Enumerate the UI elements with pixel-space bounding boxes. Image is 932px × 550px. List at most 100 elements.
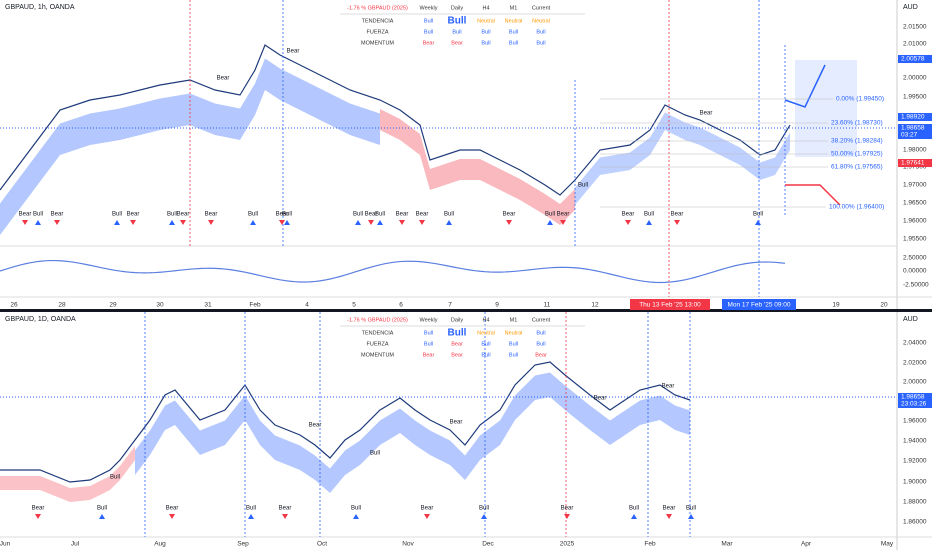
table-cell: Neutral: [477, 330, 495, 336]
osc-label: 0.00000: [903, 268, 927, 275]
date-label: Feb: [644, 541, 656, 548]
table-header: H4: [482, 5, 489, 11]
price-label: 1.98000: [903, 147, 927, 154]
signal-arrow: [755, 220, 761, 225]
signal-label: Bear: [557, 212, 570, 218]
date-label: Jul: [71, 541, 80, 548]
date-label: May: [881, 541, 894, 548]
fib-label: 50.00% (1.97925): [831, 151, 883, 158]
price-label: 1.95500: [903, 236, 927, 243]
table-header: Current: [532, 5, 551, 11]
table-cell: Neutral: [505, 18, 523, 24]
table-cell: Bull: [481, 352, 490, 358]
table-header: Current: [532, 317, 551, 323]
signal-label: Bull: [351, 506, 361, 512]
fib-label: 100.00% (1.96400): [829, 204, 884, 211]
signal-label: Bull: [545, 212, 555, 218]
signal-arrow: [248, 514, 254, 519]
table-cell: Bear: [451, 352, 463, 358]
price-badge-label: 1.98658: [901, 394, 925, 401]
price-label: 1.90000: [903, 479, 927, 486]
chart-tag: Bear: [217, 76, 230, 82]
signal-label: Bull: [375, 212, 385, 218]
fib-label: 61.80% (1.97565): [831, 164, 883, 171]
date-marker-label: Mon 17 Feb '25 09:00: [727, 302, 790, 309]
table-cell: Neutral: [505, 330, 523, 336]
signal-arrow: [208, 220, 214, 225]
price-label: 1.97500: [903, 164, 927, 171]
signal-label: Bull: [112, 212, 122, 218]
table-cell: Bull: [448, 16, 467, 27]
table-cell: Bull: [536, 40, 545, 46]
table-header: Weekly: [420, 5, 438, 11]
signal-arrow: [377, 220, 383, 225]
price-label: 1.94000: [903, 438, 927, 445]
signal-arrow: [481, 514, 487, 519]
table-cell: FUERZA: [367, 341, 389, 347]
table-cell: TENDENCIA: [362, 18, 394, 24]
chart-tag: Bear: [700, 111, 713, 117]
table-header: M1: [510, 5, 518, 11]
date-label: Mar: [721, 541, 733, 548]
price-label: 2.02000: [903, 360, 927, 367]
date-label: Dec: [482, 541, 494, 548]
table-cell: Bear: [423, 352, 435, 358]
signal-arrow: [674, 220, 680, 225]
signal-arrow: [54, 220, 60, 225]
osc-label: -2.50000: [903, 282, 929, 289]
table-header: -1.76 % GBPAUD (2025): [347, 5, 408, 11]
date-marker-label: Thu 13 Feb '25 13:00: [639, 302, 701, 309]
chart-tag: Bear: [287, 49, 300, 55]
date-label: 19: [832, 302, 840, 309]
signal-arrow: [646, 220, 652, 225]
table-cell: Bull: [424, 29, 433, 35]
table-cell: Bull: [509, 40, 518, 46]
signal-label: Bull: [479, 506, 489, 512]
price-badge-label: 03:27: [901, 132, 918, 139]
date-label: Nov: [402, 541, 414, 548]
signal-label: Bear: [416, 212, 429, 218]
table-cell: Bull: [481, 40, 490, 46]
signal-arrow: [368, 220, 374, 225]
chart-tag: Bear: [662, 384, 675, 390]
price-badge-label: 2.00578: [901, 56, 925, 63]
table-header: -1.76 % GBPAUD (2025): [347, 317, 408, 323]
chart-tag: Bull: [370, 451, 380, 457]
date-label: 2025: [560, 541, 575, 548]
table-cell: TENDENCIA: [362, 330, 394, 336]
oscillator: [0, 259, 786, 284]
trend-ribbon: [575, 112, 790, 205]
fib-label: 0.00% (1.99450): [836, 96, 884, 103]
date-label: Feb: [249, 302, 261, 309]
price-label: 1.99500: [903, 94, 927, 101]
signal-arrow: [180, 220, 186, 225]
table-cell: FUERZA: [367, 29, 389, 35]
signal-label: Bear: [279, 506, 292, 512]
date-label: 26: [10, 302, 18, 309]
signal-arrow: [169, 220, 175, 225]
date-label: 12: [591, 302, 599, 309]
trend-ribbon: [135, 372, 690, 493]
signal-label: Bull: [644, 212, 654, 218]
table-cell: MOMENTUM: [361, 40, 394, 46]
table-header: Daily: [451, 5, 463, 11]
chart-tag: Bull: [578, 183, 588, 189]
price-label: 1.96500: [903, 200, 927, 207]
price-badge: [898, 400, 932, 408]
price-badge: [898, 159, 932, 167]
signal-arrow: [424, 514, 430, 519]
date-marker: [630, 299, 710, 310]
table-cell: Bull: [536, 330, 545, 336]
chart-tag: Bear: [309, 423, 322, 429]
table-header: Daily: [451, 317, 463, 323]
table-cell: Bull: [536, 29, 545, 35]
table-header: H4: [482, 317, 489, 323]
signal-arrow: [688, 514, 694, 519]
date-label: 29: [109, 302, 117, 309]
table-cell: Bull: [424, 341, 433, 347]
signal-label: Bull: [246, 506, 256, 512]
signal-label: Bull: [33, 212, 43, 218]
